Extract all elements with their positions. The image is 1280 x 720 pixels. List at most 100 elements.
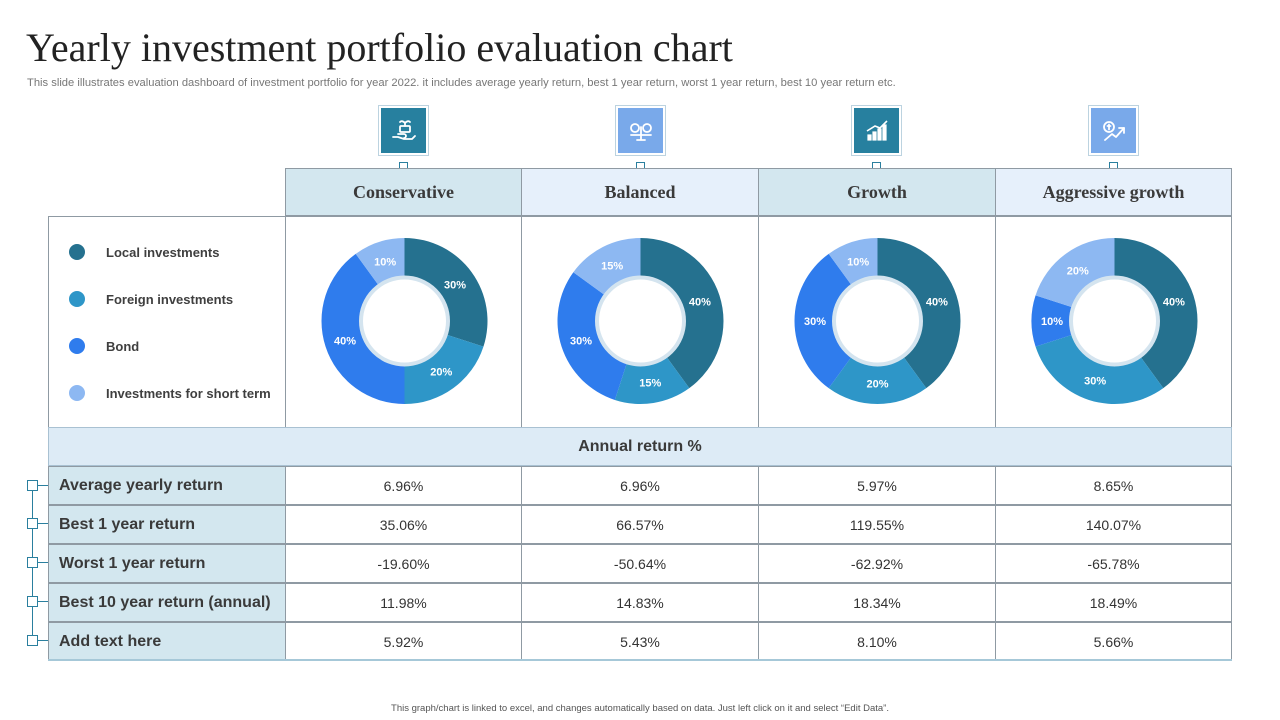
row-connector-marker [27,635,38,646]
donut-hole [832,275,923,367]
donut-data-label: 30% [444,279,466,291]
table-cell: 119.55% [758,505,996,544]
donut-hole [595,275,686,367]
growth-arrow-icon [1089,106,1138,155]
donut-data-label: 40% [334,335,356,347]
row-label-best-10-year-return: Best 10 year return (annual) [48,583,286,622]
donut-data-label: 10% [847,257,869,269]
table-bottom-border [48,659,1232,661]
donut-slice-bond [1031,295,1075,347]
legend-label: Foreign investments [106,291,234,307]
row-label-worst-1-year-return: Worst 1 year return [48,544,286,583]
chart-legend: Local investments Foreign investments Bo… [48,216,286,428]
donut-svg: 40% 20% 30% 10% [794,238,961,404]
donut-slice-foreign [614,354,690,404]
row-connector-tick [38,601,48,602]
table-cell: -19.60% [285,544,522,583]
legend-label: Bond [106,338,140,354]
donut-slice-local [404,238,488,347]
column-header-conservative: Conservative [285,168,522,216]
table-cell: 140.07% [995,505,1232,544]
legend-swatch [69,244,85,260]
page-title: Yearly investment portfolio evaluation c… [26,25,733,70]
balance-scale-icon [616,106,665,155]
table-cell: 14.83% [521,583,759,622]
row-label-average-yearly-return: Average yearly return [48,466,286,505]
legend-item-bond: Bond [69,338,139,354]
donut-data-label: 10% [374,257,396,269]
donut-chart-conservative: 30% 20% 40% 10% [285,216,522,428]
donut-data-label: 30% [570,335,592,347]
donut-data-label: 20% [866,379,888,391]
donut-data-label: 40% [1163,297,1185,309]
donut-slice-bond [557,272,628,400]
legend-swatch [69,291,85,307]
table-cell: 11.98% [285,583,522,622]
legend-swatch [69,385,85,401]
donut-chart-aggressive-growth: 40% 30% 10% 20% [995,216,1232,428]
donut-svg: 40% 30% 10% 20% [1031,238,1198,404]
table-cell: 6.96% [521,466,759,505]
donut-slice-bond [794,253,853,389]
donut-svg: 40% 15% 30% 15% [557,238,724,404]
table-cell: -50.64% [521,544,759,583]
donut-data-label: 40% [689,297,711,309]
donut-hole [1069,275,1160,367]
row-connector-marker [27,596,38,607]
table-cell: 18.49% [995,583,1232,622]
table-cell: 5.92% [285,622,522,661]
column-header-aggressive-growth: Aggressive growth [995,168,1232,216]
table-cell: 18.34% [758,583,996,622]
row-connector-tick [38,523,48,524]
table-cell: -65.78% [995,544,1232,583]
donut-slice-short-term [828,238,878,288]
table-cell: 5.66% [995,622,1232,661]
donut-chart-balanced: 40% 15% 30% 15% [521,216,759,428]
legend-item-local: Local investments [69,244,219,260]
page-subtitle: This slide illustrates evaluation dashbo… [27,77,896,89]
donut-data-label: 15% [639,378,661,390]
row-connector-marker [27,480,38,491]
donut-svg: 30% 20% 40% 10% [321,238,488,404]
row-connector-marker [27,518,38,529]
legend-swatch [69,338,85,354]
donut-data-label: 30% [804,316,826,328]
column-header-balanced: Balanced [521,168,759,216]
row-connector-tick [38,485,48,486]
table-cell: -62.92% [758,544,996,583]
table-cell: 6.96% [285,466,522,505]
column-header-growth: Growth [758,168,996,216]
donut-slice-short-term [1035,238,1115,309]
table-cell: 66.57% [521,505,759,544]
donut-slice-foreign [1035,333,1164,404]
legend-label: Local investments [106,244,220,260]
table-cell: 35.06% [285,505,522,544]
legend-item-foreign: Foreign investments [69,291,233,307]
donut-data-label: 40% [926,297,948,309]
money-hand-icon [379,106,428,155]
donut-hole [359,275,450,367]
legend-label: Investments for short term [106,385,271,401]
row-label-best-1-year-return: Best 1 year return [48,505,286,544]
donut-data-label: 20% [430,367,452,379]
row-connector-marker [27,557,38,568]
table-cell: 8.65% [995,466,1232,505]
growth-bars-icon [852,106,901,155]
legend-item-short-term: Investments for short term [69,385,271,401]
donut-slice-short-term [355,238,405,288]
annual-return-header: Annual return % [48,427,1232,466]
row-connector-tick [38,562,48,563]
donut-slice-foreign [404,333,484,404]
footer-note: This graph/chart is linked to excel, and… [391,703,889,714]
donut-chart-growth: 40% 20% 30% 10% [758,216,996,428]
donut-slice-foreign [828,354,927,404]
table-cell: 5.97% [758,466,996,505]
row-label-add-text-here: Add text here [48,622,286,661]
table-cell: 5.43% [521,622,759,661]
donut-data-label: 30% [1084,375,1106,387]
donut-data-label: 15% [601,260,623,272]
row-connector-tick [38,640,48,641]
donut-data-label: 20% [1067,265,1089,277]
donut-data-label: 10% [1041,316,1063,328]
table-cell: 8.10% [758,622,996,661]
